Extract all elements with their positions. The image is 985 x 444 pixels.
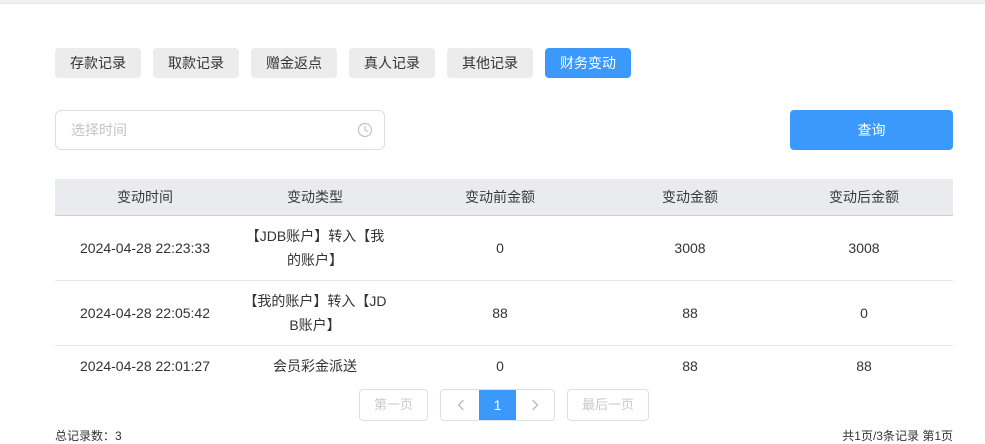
total-records-text: 总记录数：3 <box>55 428 122 443</box>
tab-withdrawal-records[interactable]: 取款记录 <box>153 48 239 78</box>
tab-other-records[interactable]: 其他记录 <box>447 48 533 78</box>
top-divider <box>0 0 985 4</box>
cell-change-amount: 3008 <box>605 215 775 281</box>
table-header-row: 变动时间 变动类型 变动前金额 变动金额 变动后金额 <box>55 179 953 216</box>
header-change-amount: 变动金额 <box>605 179 775 216</box>
cell-change-time: 2024-04-28 22:01:27 <box>80 357 210 374</box>
cell-change-type: 【我的账户】转入【JDB账户】 <box>235 280 395 346</box>
page-summary-text: 共1页/3条记录 第1页 <box>842 428 953 443</box>
header-change-type: 变动类型 <box>235 179 395 216</box>
cell-change-time: 2024-04-28 22:05:42 <box>55 280 235 346</box>
cell-change-amount: 88 <box>682 357 698 374</box>
last-page-button[interactable]: 最后一页 <box>567 388 650 421</box>
tab-live-records[interactable]: 真人记录 <box>349 48 435 78</box>
tab-deposit-records[interactable]: 存款记录 <box>55 48 141 78</box>
cell-change-type: 会员彩金派送 <box>273 357 357 374</box>
cell-amount-after: 88 <box>856 357 872 374</box>
table-row: 2024-04-28 22:05:42 【我的账户】转入【JDB账户】 88 8… <box>55 280 953 346</box>
current-page-button[interactable]: 1 <box>479 389 516 420</box>
cell-amount-after: 3008 <box>775 215 953 281</box>
financial-changes-table: 变动时间 变动类型 变动前金额 变动金额 变动后金额 2024-04-28 22… <box>55 179 953 386</box>
table-row: 2024-04-28 22:01:27 会员彩金派送 0 88 88 <box>55 345 953 386</box>
header-amount-before: 变动前金额 <box>395 179 605 216</box>
date-range-picker <box>55 110 385 150</box>
clock-icon <box>357 122 373 138</box>
cell-change-time: 2024-04-28 22:23:33 <box>55 215 235 281</box>
tab-bonus-rebate[interactable]: 赠金返点 <box>251 48 337 78</box>
footer-row: 总记录数：3 共1页/3条记录 第1页 <box>55 427 953 444</box>
prev-page-button[interactable] <box>441 389 479 420</box>
cell-amount-before: 0 <box>395 215 605 281</box>
cell-amount-before: 88 <box>395 280 605 346</box>
next-page-button[interactable] <box>516 389 554 420</box>
records-panel: 存款记录 取款记录 赠金返点 真人记录 其他记录 财务变动 查询 变动时间 <box>0 48 985 444</box>
date-input[interactable] <box>55 110 385 150</box>
chevron-left-icon <box>457 399 464 410</box>
tab-financial-changes[interactable]: 财务变动 <box>545 48 631 78</box>
cell-amount-after: 0 <box>775 280 953 346</box>
record-tabs: 存款记录 取款记录 赠金返点 真人记录 其他记录 财务变动 <box>55 48 953 78</box>
query-button[interactable]: 查询 <box>790 110 953 150</box>
filter-row: 查询 <box>55 110 953 150</box>
cell-change-type: 【JDB账户】转入【我的账户】 <box>235 215 395 281</box>
chevron-right-icon <box>531 399 538 410</box>
table-row: 2024-04-28 22:23:33 【JDB账户】转入【我的账户】 0 30… <box>55 215 953 281</box>
header-amount-after: 变动后金额 <box>775 179 953 216</box>
header-change-time: 变动时间 <box>55 179 235 216</box>
cell-amount-before: 0 <box>496 357 504 374</box>
cell-change-amount: 88 <box>605 280 775 346</box>
